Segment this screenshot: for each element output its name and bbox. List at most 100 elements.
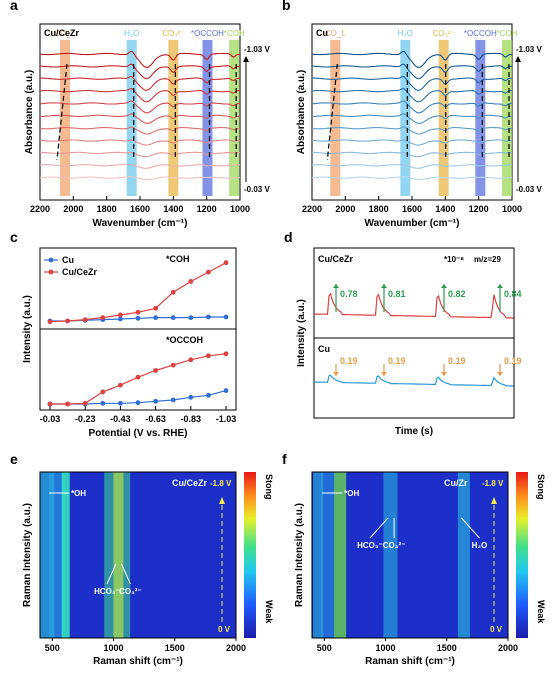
colorbar-low-label: Weak <box>264 600 274 624</box>
spectrum-line <box>311 88 513 103</box>
x-tick-label: 1800 <box>369 204 389 214</box>
band-ho <box>400 40 411 196</box>
subplot-label: Cu <box>318 344 330 354</box>
spectrum-line <box>39 126 240 135</box>
x-tick-label: 1500 <box>437 643 457 653</box>
x-axis-label: Wavenumber (cm⁻¹) <box>365 218 460 229</box>
x-axis-label: Wavenumber (cm⁻¹) <box>93 218 188 229</box>
data-point <box>82 317 88 323</box>
legend-marker <box>48 269 54 275</box>
data-point <box>118 316 123 322</box>
colorbar-high-label: Stong <box>536 474 546 500</box>
data-point <box>223 260 229 266</box>
x-tick-label: 1400 <box>163 204 183 214</box>
peak-value-label: 0.19 <box>504 356 522 366</box>
x-tick-label: 2000 <box>226 643 246 653</box>
potential-top-label: -1.03 V <box>244 45 270 54</box>
spectrum-line <box>39 63 241 80</box>
peak-value-label: 0.19 <box>340 356 358 366</box>
heatmap-band <box>113 472 124 638</box>
annotation-arrow <box>369 517 389 539</box>
potential-arrowhead <box>243 56 249 62</box>
spectrum-line <box>39 176 241 181</box>
panel-letter: b <box>282 0 291 13</box>
band-label: H₂O <box>124 29 139 38</box>
peak-arrowhead <box>497 372 503 376</box>
data-point <box>170 289 176 295</box>
legend-label: Cu/CeZr <box>62 267 98 277</box>
spectrum-line <box>312 151 513 158</box>
band-dashed-line <box>326 63 338 161</box>
heatmap-band <box>313 472 324 638</box>
x-axis-label: Raman shift (cm⁻¹) <box>365 656 455 667</box>
colorbar-low-label: Weak <box>536 600 546 624</box>
potential-arrowhead <box>515 56 521 62</box>
legend-label: Cu <box>62 255 74 265</box>
x-tick-label: 2000 <box>335 204 355 214</box>
spectrum-line <box>311 63 513 80</box>
band-dashed-line <box>56 63 68 161</box>
peak-value-label: 0.19 <box>388 356 406 366</box>
band-label: *COH <box>224 29 245 38</box>
x-tick-label: 1200 <box>469 204 489 214</box>
data-point <box>153 305 159 311</box>
potential-top-label: -1.8 V <box>482 479 504 488</box>
spectrum-line <box>40 75 240 91</box>
data-point <box>135 309 141 315</box>
peak-arrowhead <box>441 284 447 288</box>
x-tick-label: 500 <box>317 643 332 653</box>
annotation-label: *OH <box>71 489 86 498</box>
data-point <box>100 389 106 395</box>
data-point <box>170 397 176 403</box>
spectrum-line <box>311 50 513 68</box>
spectrum-line <box>39 163 240 169</box>
panel-f: f Cu/Zr -1.8 V 0 V *OH HCO₃⁻ CO₃²⁻ H₂O 500 1000 15… <box>282 451 546 667</box>
x-tick-label: 1400 <box>435 204 455 214</box>
data-point <box>170 315 176 321</box>
peak-value-label: 0.78 <box>340 289 358 299</box>
x-tick-label: 1000 <box>375 643 395 653</box>
panel-letter: c <box>10 229 18 245</box>
band-label: CO_L <box>55 29 76 38</box>
y-axis-label: Intensity (a.u.) <box>22 295 33 363</box>
colorbar-high-label: Stong <box>264 474 274 500</box>
panel-c: c *COH *OCCOH Cu Cu/CeZr -0.03 -0.23 -0.43 -0.63… <box>10 229 237 439</box>
x-tick-label: 1600 <box>402 204 422 214</box>
data-point <box>206 314 211 320</box>
data-point <box>118 312 123 318</box>
spectrum-line <box>39 88 241 103</box>
heatmap-band <box>383 472 398 638</box>
x-tick-label: 1800 <box>97 204 117 214</box>
spectrum-line <box>312 75 512 91</box>
spectrum-line <box>311 100 513 114</box>
x-tick-label: -0.43 <box>110 414 131 424</box>
band-label: *OCCOH <box>191 29 224 38</box>
potential-top-label: -1.8 V <box>210 479 232 488</box>
band-label: *OCCOH <box>464 29 497 38</box>
panel-letter: f <box>282 451 287 467</box>
legend-marker <box>48 257 54 263</box>
band-col <box>330 40 341 196</box>
data-point <box>100 400 106 406</box>
sample-label: Cu/CeZr <box>44 28 80 38</box>
x-tick-label: -0.03 <box>40 414 61 424</box>
annotation-arrow <box>106 563 117 585</box>
data-point <box>153 315 159 321</box>
peak-arrowhead <box>381 284 387 288</box>
data-point <box>153 398 159 404</box>
x-tick-label: 1000 <box>230 204 250 214</box>
sample-label: Cu <box>316 28 328 38</box>
heatmap-band <box>49 472 66 638</box>
y-axis-label: Absorbance (a.u.) <box>24 70 35 154</box>
potential-bottom-label: -0.03 V <box>244 185 270 194</box>
y-axis-label: Absorbance (a.u.) <box>296 70 307 154</box>
data-point <box>223 351 229 357</box>
x-tick-label: 2000 <box>63 204 83 214</box>
heatmap-band <box>334 472 347 638</box>
band-label: CO₃²⁻ <box>162 29 184 38</box>
spectrum-line <box>311 126 512 135</box>
annotation-label: CO₃²⁻ <box>383 541 406 550</box>
mz-label: m/z=29 <box>474 255 501 264</box>
band-label: CO_L <box>325 29 346 38</box>
subplot-label: Cu/CeZr <box>318 254 354 264</box>
